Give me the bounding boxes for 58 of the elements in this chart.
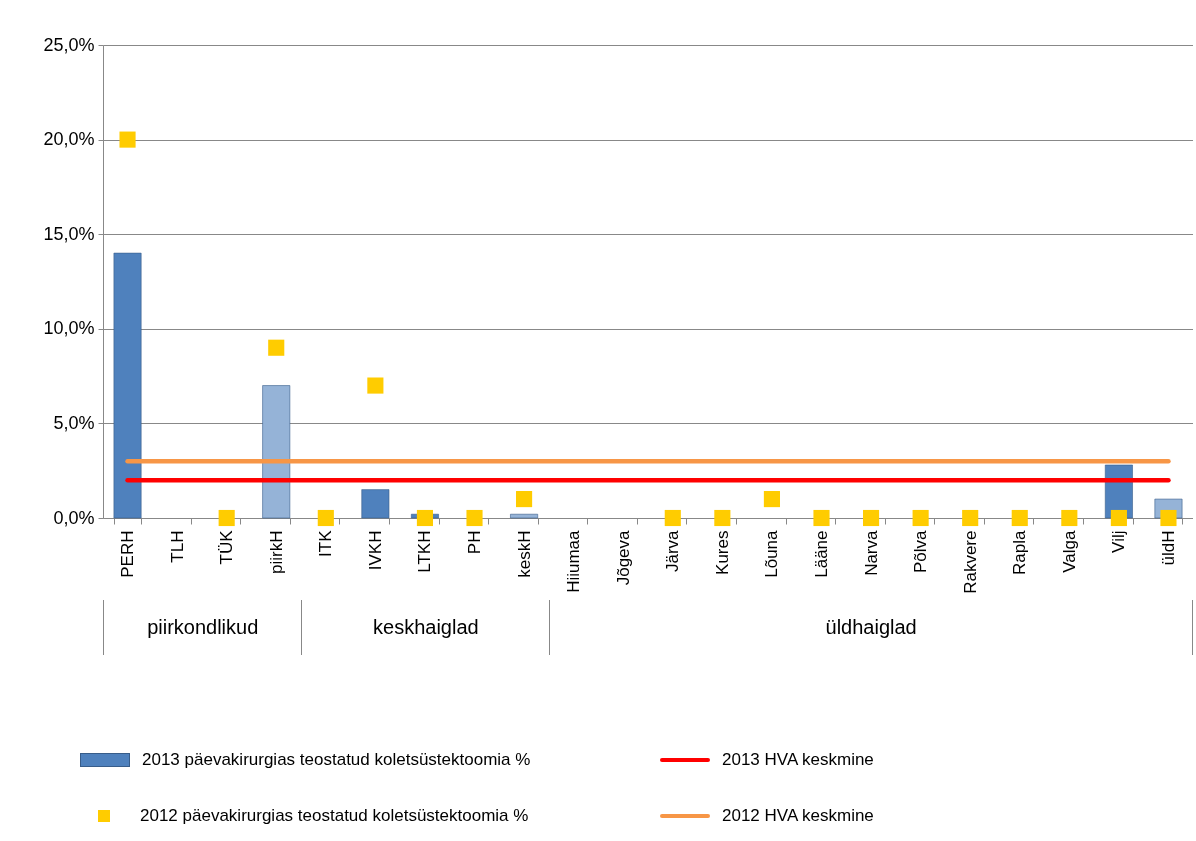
point [714,509,731,527]
legend-label: 2012 päevakirurgias teostatud koletsüstektoomia % [140,806,529,826]
legend-label: 2013 HVA keskmine [722,750,874,770]
point [1011,509,1028,527]
point [862,509,880,527]
y-tick-label: 0,0% [53,507,95,528]
x-tick-label: LTKH [415,530,435,573]
x-tick-label: Rakvere [960,530,980,594]
y-tick-label: 10,0% [43,318,95,339]
x-tick-label: üldH [1158,530,1178,566]
y-tick-label: 20,0% [43,129,95,150]
x-tick-label: PH [465,530,485,555]
x-tick-label: Järva [663,529,683,573]
x-tick-label: Kures [712,530,732,575]
x-tick-label: Lõuna [762,529,782,578]
x-tick-label: IVKH [365,530,385,571]
x-tick-label: PERH [118,530,138,578]
legend-label: 2013 päevakirurgias teostatud koletsüstektoomia % [142,750,531,770]
x-tick-label: piirkH [266,530,286,574]
point [1061,509,1078,527]
x-tick-label: Narva [861,529,881,576]
y-tick-label: 5,0% [53,412,95,433]
x-tick-label: ITK [316,529,336,557]
point [218,509,235,527]
point [466,509,483,527]
x-tick-label: TÜK [217,529,237,565]
point [516,491,533,508]
point [962,509,979,527]
text: piirkondlikud [103,600,302,655]
y-tick-label: 25,0% [43,34,95,55]
x-tick-label: Põlva [911,529,931,574]
x-tick-label: Lääne [811,530,831,578]
bar [113,252,142,519]
point [1160,509,1177,527]
bar [361,489,390,519]
x-tick-label: Valga [1059,529,1079,573]
x-tick-label: Vilj [1109,530,1129,553]
text: keskhaiglad [301,600,550,655]
bar [262,385,291,519]
x-tick-label: keskH [514,530,534,578]
y-tick-label: 15,0% [43,223,95,244]
bar [509,513,539,519]
point [664,509,681,527]
x-tick-label: Rapla [1010,529,1030,575]
point [912,509,929,527]
point [367,377,384,394]
point [813,509,830,527]
point [1110,509,1127,527]
legend-label: 2012 HVA keskmine [722,806,874,826]
point [268,339,285,356]
point [763,491,780,508]
x-tick-label: Jõgeva [613,529,633,586]
x-tick-label: Hiiumaa [564,529,584,593]
text: üldhaiglad [549,600,1193,655]
x-tick-label: TLH [167,530,187,563]
point [416,509,434,527]
point [119,131,136,148]
point [317,509,334,527]
